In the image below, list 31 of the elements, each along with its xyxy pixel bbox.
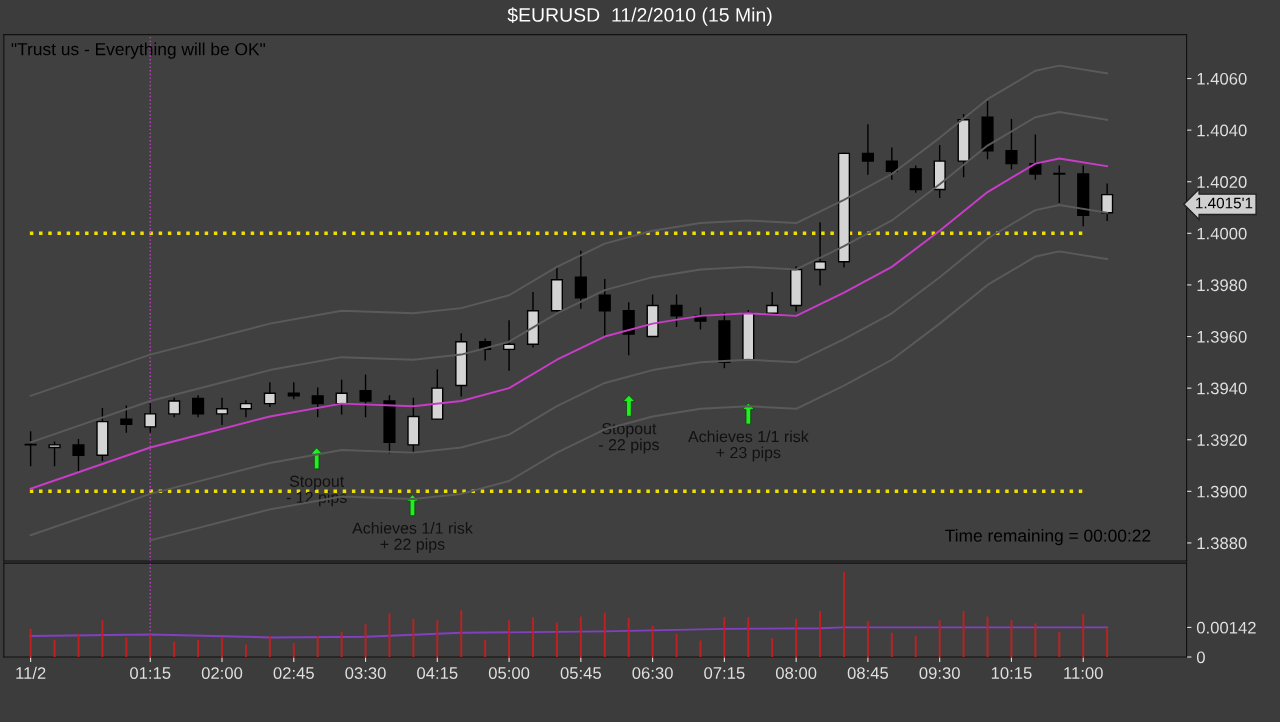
y-tick-label: 1.3880 xyxy=(1197,537,1247,550)
y-tick-label: 1.3980 xyxy=(1197,279,1247,292)
y-tick-label: 1.4020 xyxy=(1197,176,1247,188)
y-tick-label: 1.3940 xyxy=(1197,382,1247,395)
x-tick-label: 06:30 xyxy=(632,667,673,679)
y-tick-label: 1.4000 xyxy=(1197,227,1247,240)
x-tick-label: 09:30 xyxy=(919,667,960,679)
x-tick-label: 02:00 xyxy=(201,667,243,679)
y-tick-label: 0.00142 xyxy=(1196,621,1256,634)
x-tick-label: 10:15 xyxy=(991,667,1032,679)
x-tick-label: 11/2 xyxy=(16,666,46,679)
text: 1.4015'1 xyxy=(1196,197,1253,209)
y-tick-label: 1.4040 xyxy=(1197,124,1247,137)
annotation: Time remaining = 00:00:22 xyxy=(945,529,1151,546)
y-tick-label: 1.4060 xyxy=(1197,72,1247,85)
x-tick-label: 05:00 xyxy=(488,667,530,679)
x-tick-label: 08:00 xyxy=(775,667,817,679)
x-tick-label: 08:45 xyxy=(847,667,889,679)
y-tick-label: 1.3960 xyxy=(1197,330,1247,343)
y-tick-label: 1.3900 xyxy=(1197,485,1247,498)
x-tick-label: 11:00 xyxy=(1064,667,1103,679)
y-tick-label: 1.3920 xyxy=(1197,434,1247,446)
x-tick-label: 05:45 xyxy=(560,667,601,679)
chart-title: $EURUSD 11/2/2010 (15 Min) xyxy=(507,7,772,26)
annotation: "Trust us - Everything will be OK" xyxy=(11,42,266,59)
x-tick-label: 03:30 xyxy=(345,667,386,679)
x-tick-label: 02:45 xyxy=(273,667,314,679)
x-tick-label: 01:15 xyxy=(130,667,171,679)
x-tick-label: 04:15 xyxy=(417,667,458,679)
y-tick-label: 0 xyxy=(1196,651,1205,664)
x-tick-label: 07:15 xyxy=(704,667,745,679)
